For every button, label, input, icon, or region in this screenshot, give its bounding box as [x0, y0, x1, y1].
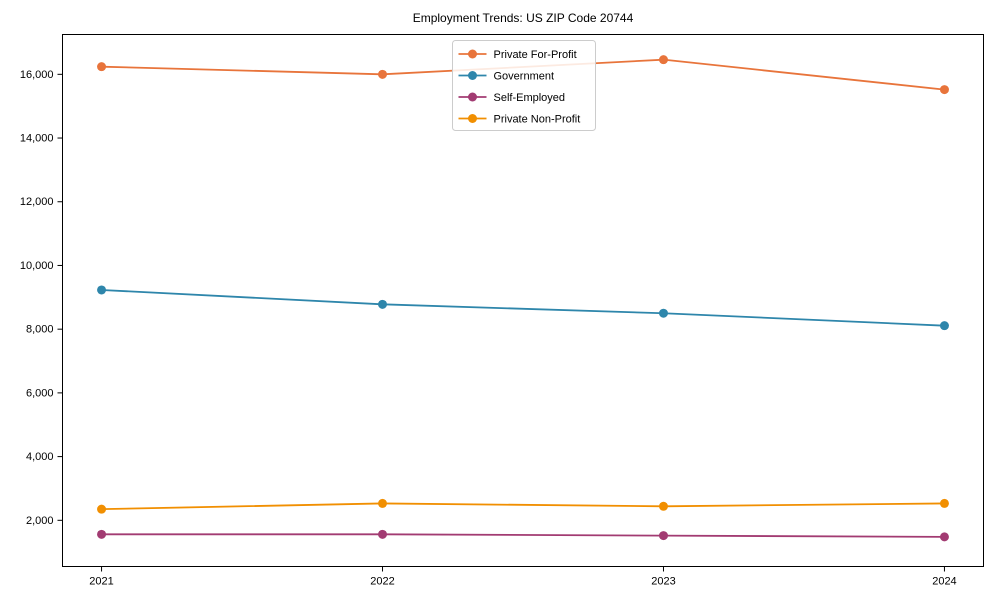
legend-label: Private For-Profit: [494, 49, 577, 61]
data-point: [97, 504, 107, 514]
data-point: [658, 531, 668, 541]
legend-marker: [468, 92, 477, 102]
legend-label: Government: [494, 71, 555, 83]
y-tick-label: 16,000: [20, 69, 54, 81]
y-tick-label: 12,000: [20, 196, 54, 208]
data-point: [378, 498, 388, 508]
series-line: [101, 502, 945, 511]
chart-title: Employment Trends: US ZIP Code 20744: [413, 11, 634, 25]
y-tick-label: 4,000: [26, 451, 54, 463]
legend-marker: [468, 49, 477, 59]
series-line: [101, 533, 945, 538]
data-point: [658, 308, 668, 318]
y-tick-label: 8,000: [26, 324, 54, 336]
y-tick-label: 2,000: [26, 515, 54, 527]
series-self-employed: [97, 529, 949, 542]
plot-border: [62, 34, 984, 567]
legend-item: Private Non-Profit: [458, 114, 581, 126]
series-government: [97, 285, 949, 331]
data-point: [939, 532, 949, 542]
data-series: [97, 55, 949, 542]
chart-legend: Private For-Profit Government Self-Employe…: [452, 40, 596, 131]
data-point: [97, 529, 107, 539]
data-point: [658, 55, 668, 65]
plot-axes: 2,000 4,000 6,000 8,000 10,000 12,000 14,000 16…: [20, 34, 984, 588]
legend-item: Government: [458, 71, 555, 83]
data-point: [658, 501, 668, 511]
y-tick-label: 10,000: [20, 260, 54, 272]
data-point: [939, 498, 949, 508]
legend-marker: [468, 71, 477, 80]
legend-label: Self-Employed: [494, 92, 566, 104]
legend-box: [452, 40, 596, 131]
data-point: [378, 69, 388, 79]
x-tick-label: 2024: [932, 576, 956, 588]
x-tick-label: 2021: [89, 576, 113, 588]
data-point: [939, 85, 949, 95]
data-point: [378, 529, 388, 539]
legend-item: Private For-Profit: [458, 49, 577, 61]
y-tick-label: 14,000: [20, 133, 54, 145]
legend-marker: [468, 114, 477, 123]
data-point: [97, 285, 107, 295]
x-tick-label: 2023: [651, 576, 675, 588]
legend-label: Private Non-Profit: [494, 114, 581, 126]
series-private-non-profit: [97, 498, 949, 514]
series-line: [101, 289, 945, 327]
x-tick-label: 2022: [370, 576, 394, 588]
data-point: [939, 321, 949, 331]
data-point: [97, 62, 107, 72]
legend-item: Self-Employed: [458, 92, 566, 104]
data-point: [378, 299, 388, 309]
y-tick-label: 6,000: [26, 387, 54, 399]
